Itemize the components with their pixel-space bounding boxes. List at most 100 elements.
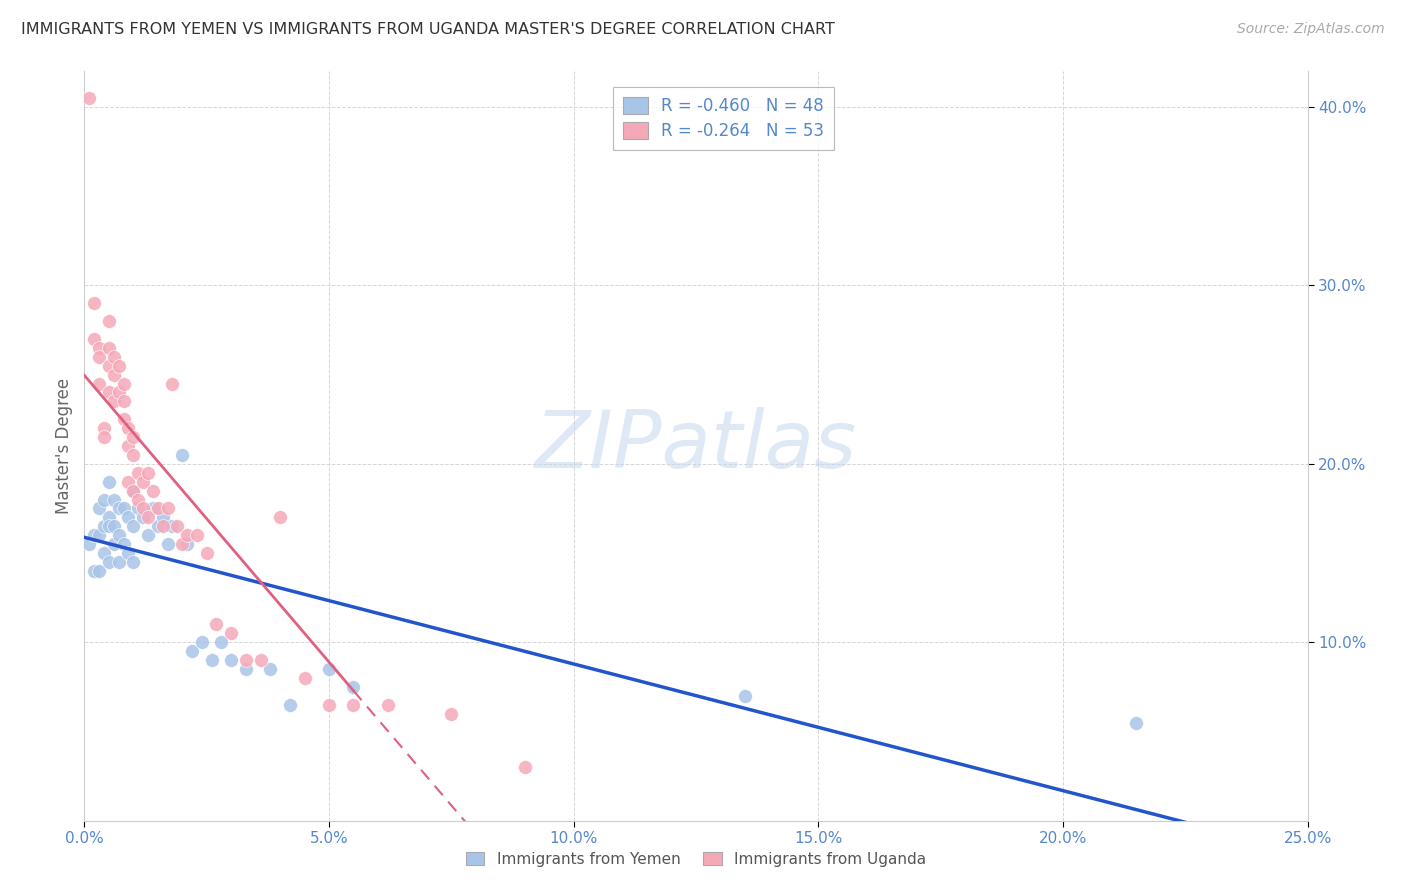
Point: [93, 421, 115, 435]
Point: [377, 698, 399, 712]
Point: [142, 483, 165, 498]
Point: [209, 635, 232, 649]
Point: [112, 376, 135, 391]
Point: [162, 519, 184, 533]
Point: [146, 501, 169, 516]
Point: [440, 706, 463, 721]
Point: [112, 394, 135, 409]
Point: [219, 626, 242, 640]
Point: [146, 519, 169, 533]
Point: [117, 546, 139, 560]
Point: [97, 314, 120, 328]
Point: [136, 466, 159, 480]
Point: [103, 492, 125, 507]
Point: [107, 385, 129, 400]
Point: [127, 492, 149, 507]
Y-axis label: Master's Degree: Master's Degree: [55, 378, 73, 514]
Point: [87, 376, 110, 391]
Point: [97, 555, 120, 569]
Point: [122, 555, 145, 569]
Point: [734, 689, 756, 703]
Point: [294, 671, 316, 685]
Point: [77, 91, 100, 105]
Point: [87, 341, 110, 355]
Point: [172, 448, 194, 462]
Point: [219, 653, 242, 667]
Point: [136, 528, 159, 542]
Point: [278, 698, 301, 712]
Point: [87, 350, 110, 364]
Point: [107, 501, 129, 516]
Point: [152, 519, 174, 533]
Point: [93, 430, 115, 444]
Point: [172, 537, 194, 551]
Point: [97, 519, 120, 533]
Point: [83, 332, 105, 346]
Point: [235, 662, 257, 676]
Point: [97, 341, 120, 355]
Point: [156, 537, 179, 551]
Point: [107, 359, 129, 373]
Text: IMMIGRANTS FROM YEMEN VS IMMIGRANTS FROM UGANDA MASTER'S DEGREE CORRELATION CHAR: IMMIGRANTS FROM YEMEN VS IMMIGRANTS FROM…: [21, 22, 835, 37]
Point: [103, 350, 125, 364]
Text: Source: ZipAtlas.com: Source: ZipAtlas.com: [1237, 22, 1385, 37]
Point: [249, 653, 271, 667]
Point: [97, 359, 120, 373]
Point: [205, 617, 228, 632]
Point: [1125, 715, 1147, 730]
Point: [513, 760, 536, 774]
Point: [195, 546, 218, 560]
Point: [87, 564, 110, 578]
Point: [176, 528, 198, 542]
Point: [103, 368, 125, 382]
Point: [103, 394, 125, 409]
Point: [132, 501, 155, 516]
Point: [176, 537, 198, 551]
Point: [117, 421, 139, 435]
Point: [200, 653, 222, 667]
Point: [136, 510, 159, 524]
Point: [191, 635, 214, 649]
Point: [162, 376, 184, 391]
Point: [318, 662, 340, 676]
Point: [117, 475, 139, 489]
Point: [77, 537, 100, 551]
Point: [97, 475, 120, 489]
Point: [107, 528, 129, 542]
Point: [132, 475, 155, 489]
Point: [235, 653, 257, 667]
Point: [117, 510, 139, 524]
Point: [269, 510, 291, 524]
Text: ZIPatlas: ZIPatlas: [534, 407, 858, 485]
Point: [181, 644, 204, 658]
Point: [152, 510, 174, 524]
Point: [132, 510, 155, 524]
Point: [156, 501, 179, 516]
Point: [83, 564, 105, 578]
Point: [342, 698, 364, 712]
Point: [112, 501, 135, 516]
Point: [97, 510, 120, 524]
Point: [127, 501, 149, 516]
Point: [97, 385, 120, 400]
Legend: Immigrants from Yemen, Immigrants from Uganda: Immigrants from Yemen, Immigrants from U…: [460, 846, 932, 873]
Point: [93, 492, 115, 507]
Point: [87, 528, 110, 542]
Point: [83, 296, 105, 310]
Point: [93, 519, 115, 533]
Point: [122, 483, 145, 498]
Point: [112, 412, 135, 426]
Point: [87, 501, 110, 516]
Point: [122, 519, 145, 533]
Point: [117, 439, 139, 453]
Point: [127, 466, 149, 480]
Point: [103, 519, 125, 533]
Point: [142, 501, 165, 516]
Point: [122, 448, 145, 462]
Point: [107, 555, 129, 569]
Point: [186, 528, 208, 542]
Point: [122, 430, 145, 444]
Point: [259, 662, 281, 676]
Point: [83, 528, 105, 542]
Point: [318, 698, 340, 712]
